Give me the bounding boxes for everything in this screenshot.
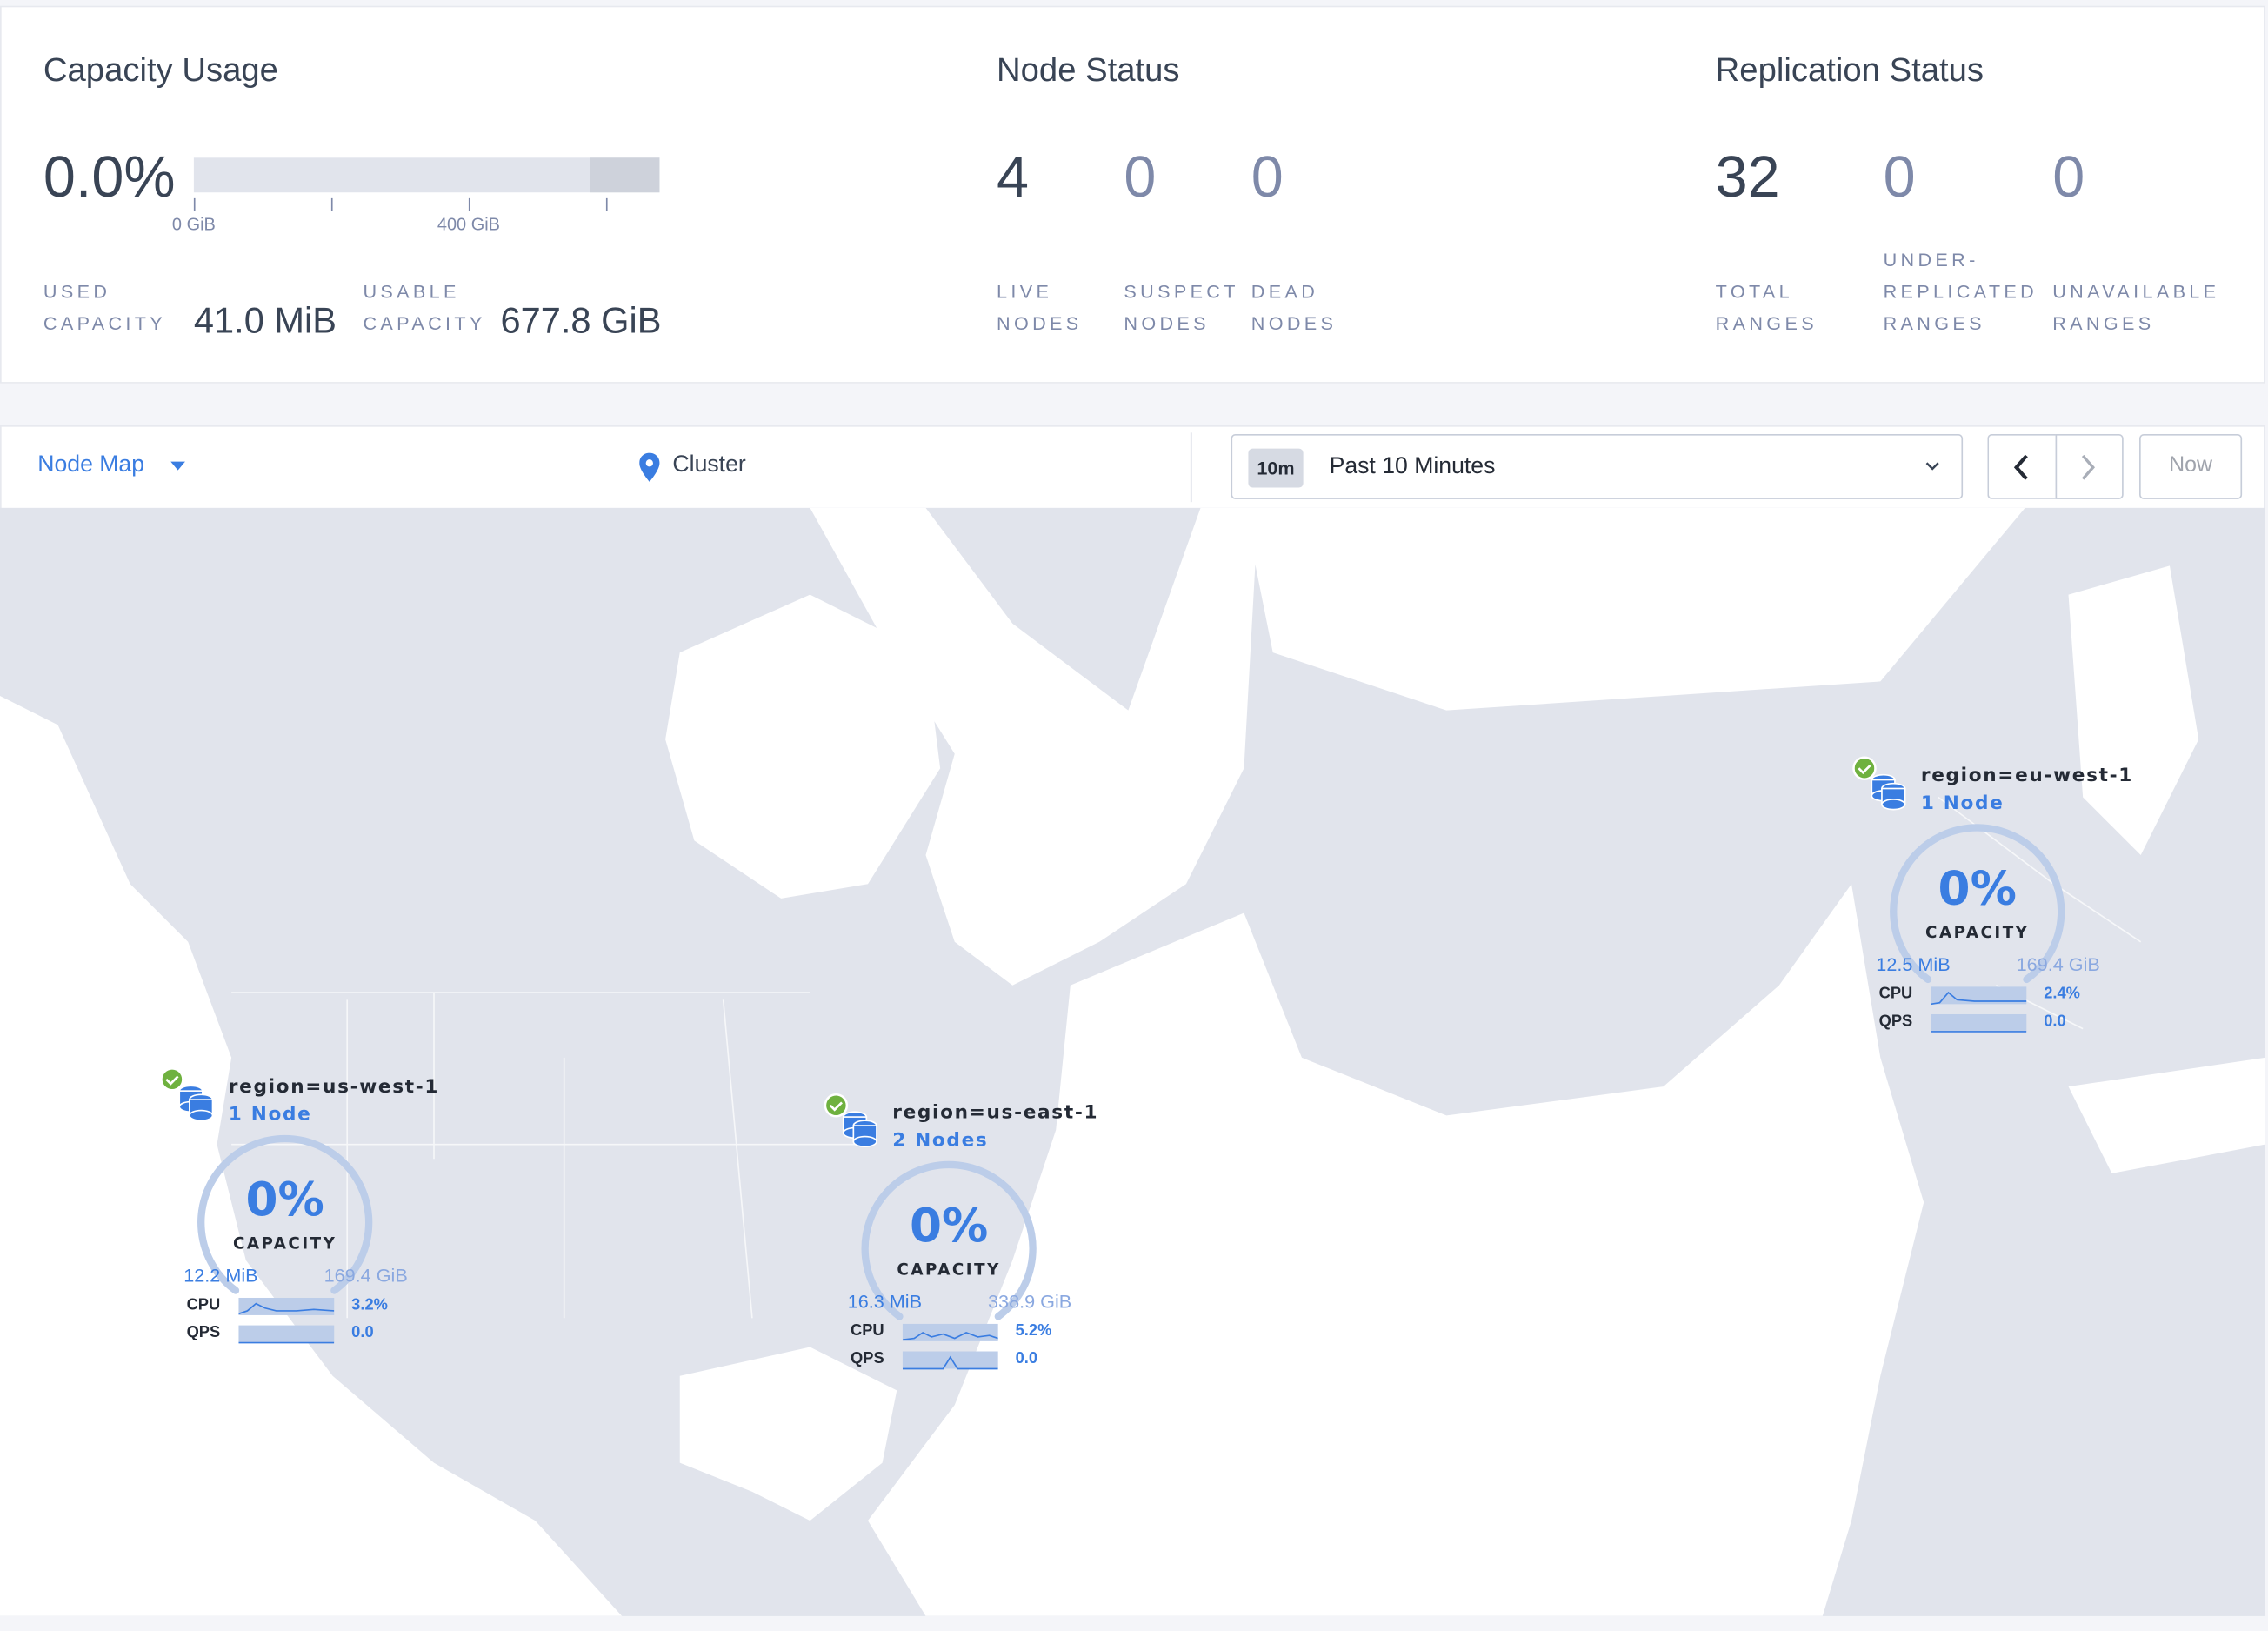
total-capacity: 169.4 GiB <box>2016 953 2100 976</box>
tick-label: 0 GiB <box>171 214 216 235</box>
used-capacity-value: 41.0 MiB <box>193 300 337 342</box>
cpu-sparkline <box>238 1297 335 1315</box>
water <box>0 507 2265 1616</box>
caret-down-icon <box>170 461 186 471</box>
healthy-check-icon <box>160 1067 184 1092</box>
cpu-value: 5.2% <box>1015 1322 1052 1340</box>
dead-nodes-label: DEAD NODES <box>1251 280 1337 335</box>
tick-label: 400 GiB <box>437 214 500 235</box>
suspect-nodes-label: SUSPECT NODES <box>1124 280 1239 335</box>
capacity-label: CAPACITY <box>1925 923 2030 942</box>
used-capacity: 16.3 MiB <box>847 1290 923 1313</box>
node-status-title: Node Status <box>997 50 1180 89</box>
qps-value: 0.0 <box>1015 1349 1038 1367</box>
cpu-label: CPU <box>850 1322 884 1340</box>
time-chip: 10m <box>1248 448 1304 488</box>
tick <box>193 197 196 211</box>
under-replicated-value: 0 <box>1883 145 1916 211</box>
suspect-nodes-value: 0 <box>1124 145 1157 211</box>
region-name: region=us-east-1 <box>892 1102 1099 1125</box>
healthy-check-icon <box>1852 756 1877 780</box>
divider <box>1190 432 1192 503</box>
capacity-bar <box>193 157 660 193</box>
cpu-label: CPU <box>186 1296 221 1314</box>
total-capacity: 169.4 GiB <box>324 1264 408 1287</box>
database-icon <box>842 1111 877 1147</box>
capacity-gauge <box>861 1160 1037 1320</box>
unavailable-ranges-label: UNAVAILABLE RANGES <box>2052 280 2220 335</box>
capacity-usage-title: Capacity Usage <box>43 50 278 89</box>
healthy-check-icon <box>824 1093 849 1118</box>
map-pin-icon <box>639 452 660 482</box>
dead-nodes-value: 0 <box>1251 145 1284 211</box>
cluster-summary: Capacity Usage 0.0% 0 GiB 400 GiB USED CA… <box>0 5 2265 384</box>
live-nodes-label: LIVE NODES <box>997 280 1083 335</box>
world-map <box>0 507 2265 1616</box>
capacity-percent: 0% <box>909 1198 989 1253</box>
time-range-label: Past 10 Minutes <box>1329 454 1496 479</box>
qps-sparkline <box>238 1325 335 1344</box>
node-count: 2 Nodes <box>892 1130 989 1152</box>
usable-capacity-label: USABLE CAPACITY <box>363 280 486 335</box>
region-name: region=us-west-1 <box>228 1076 440 1099</box>
tick <box>605 197 608 211</box>
view-select-label: Node Map <box>37 452 145 478</box>
now-button[interactable]: Now <box>2139 433 2243 499</box>
node-count: 1 Node <box>1920 792 2005 815</box>
qps-label: QPS <box>186 1323 221 1341</box>
qps-sparkline <box>1931 1013 2027 1033</box>
node-count: 1 Node <box>228 1104 312 1126</box>
chevron-right-icon <box>2081 454 2096 480</box>
next-time-button[interactable] <box>2055 433 2124 499</box>
qps-label: QPS <box>850 1349 884 1367</box>
used-capacity: 12.5 MiB <box>1876 953 1951 976</box>
capacity-percent: 0% <box>245 1172 324 1227</box>
node-map[interactable] <box>0 507 2265 1616</box>
database-icon <box>178 1085 214 1122</box>
qps-label: QPS <box>1878 1013 1913 1031</box>
map-toolbar: Node Map Cluster 10m Past 10 Minutes Now <box>0 425 2265 511</box>
capacity-bar-available <box>590 157 660 193</box>
capacity-gauge <box>1890 824 2065 984</box>
capacity-label: CAPACITY <box>897 1260 1001 1280</box>
region-name: region=eu-west-1 <box>1920 765 2133 787</box>
prev-time-button[interactable] <box>1987 433 2056 499</box>
database-icon <box>1871 773 1906 811</box>
tick <box>468 197 470 211</box>
used-capacity-label: USED CAPACITY <box>43 280 167 335</box>
chevron-down-icon <box>1925 462 1939 471</box>
cpu-value: 2.4% <box>2044 985 2080 1003</box>
chevron-left-icon <box>2013 454 2028 480</box>
tick <box>330 197 333 211</box>
usable-capacity-value: 677.8 GiB <box>500 300 662 342</box>
capacity-percent: 0.0% <box>43 145 176 211</box>
cpu-sparkline <box>902 1323 998 1341</box>
capacity-label: CAPACITY <box>232 1233 337 1253</box>
total-ranges-value: 32 <box>1715 145 1780 211</box>
total-ranges-label: TOTAL RANGES <box>1715 280 1818 335</box>
breadcrumb-cluster[interactable]: Cluster <box>672 452 746 478</box>
qps-value: 0.0 <box>351 1323 374 1341</box>
replication-status-title: Replication Status <box>1715 50 1984 89</box>
under-replicated-label: UNDER- REPLICATED RANGES <box>1883 249 2038 335</box>
cpu-sparkline <box>1931 986 2027 1006</box>
total-capacity: 338.9 GiB <box>988 1290 1072 1313</box>
capacity-gauge <box>197 1134 373 1294</box>
time-range-select[interactable]: 10m Past 10 Minutes <box>1231 433 1964 499</box>
capacity-percent: 0% <box>1938 860 2017 916</box>
cpu-label: CPU <box>1878 985 1913 1003</box>
view-select[interactable]: Node Map <box>37 452 186 479</box>
used-capacity: 12.2 MiB <box>183 1264 258 1287</box>
cpu-value: 3.2% <box>351 1296 388 1314</box>
qps-sparkline <box>902 1351 998 1370</box>
live-nodes-value: 4 <box>997 145 1030 211</box>
qps-value: 0.0 <box>2044 1013 2066 1031</box>
unavailable-ranges-value: 0 <box>2052 145 2085 211</box>
